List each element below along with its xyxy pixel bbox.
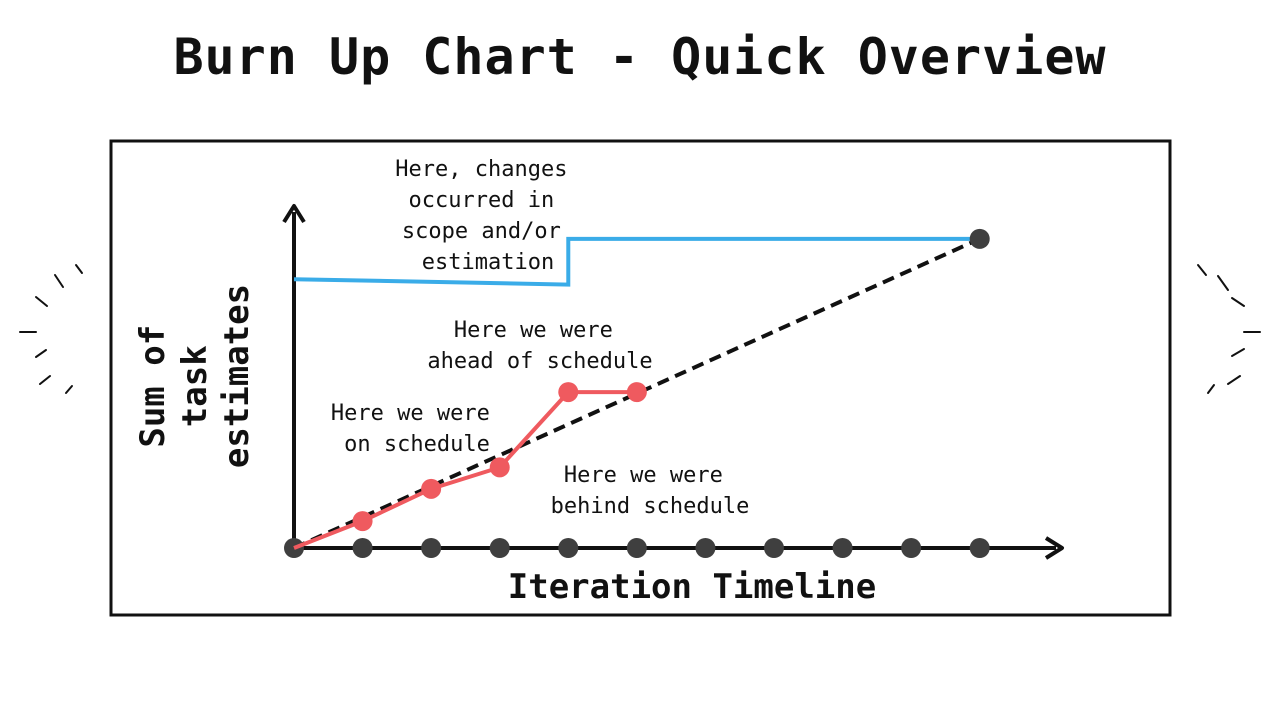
y-axis-label: Sum of task estimates <box>133 284 257 468</box>
actual-progress-point <box>558 382 579 403</box>
iteration-point <box>489 538 510 558</box>
annotation-ahead: Here we were ahead of schedule <box>427 318 652 374</box>
iteration-point <box>901 538 922 558</box>
annotation-scope-change-line: Here, changes <box>395 157 567 182</box>
annotation-behind-line: Here we were <box>564 463 723 488</box>
actual-progress-point <box>489 457 510 478</box>
annotation-on-schedule: Here we were on schedule <box>331 401 503 457</box>
target-point <box>969 228 990 249</box>
iteration-point <box>695 538 716 558</box>
annotation-on-schedule-line: Here we were <box>331 401 490 426</box>
decorative-sparkle-left <box>19 264 83 394</box>
ideal-trend-line <box>293 237 981 550</box>
iteration-point <box>764 538 784 558</box>
iteration-point <box>421 538 442 558</box>
iteration-point <box>626 538 647 558</box>
annotation-scope-change-line: scope and/or <box>402 219 561 244</box>
actual-progress-point <box>421 478 442 499</box>
y-axis-label-line: task <box>175 345 215 427</box>
x-axis-label: Iteration Timeline <box>508 567 876 607</box>
y-axis-label-line: estimates <box>217 284 257 468</box>
y-axis-arrow <box>282 204 306 224</box>
annotation-scope-change-line: occurred in <box>409 188 555 213</box>
annotation-ahead-line: Here we were <box>454 318 613 343</box>
actual-progress-point <box>626 382 647 403</box>
y-axis-label-line: Sum of <box>133 325 173 448</box>
iteration-point <box>558 538 579 558</box>
scope-line <box>293 236 980 287</box>
annotation-ahead-line: ahead of schedule <box>427 349 652 374</box>
annotation-on-schedule-line: on schedule <box>344 432 490 457</box>
iteration-point <box>969 538 990 558</box>
annotation-scope-change-line: estimation <box>422 250 554 275</box>
actual-progress-point <box>352 511 373 532</box>
x-axis-arrow <box>1044 536 1064 560</box>
iteration-point <box>352 538 373 558</box>
annotation-scope-change: Here, changes occurred in scope and/or e… <box>395 157 580 275</box>
iteration-point <box>832 538 853 558</box>
actual-progress-line <box>293 390 637 550</box>
page-title: Burn Up Chart - Quick Overview <box>173 28 1107 86</box>
annotation-behind: Here we were behind schedule <box>551 463 750 519</box>
decorative-sparkle-right <box>1197 264 1261 394</box>
annotation-behind-line: behind schedule <box>551 494 750 519</box>
chart-frame <box>109 139 1172 617</box>
